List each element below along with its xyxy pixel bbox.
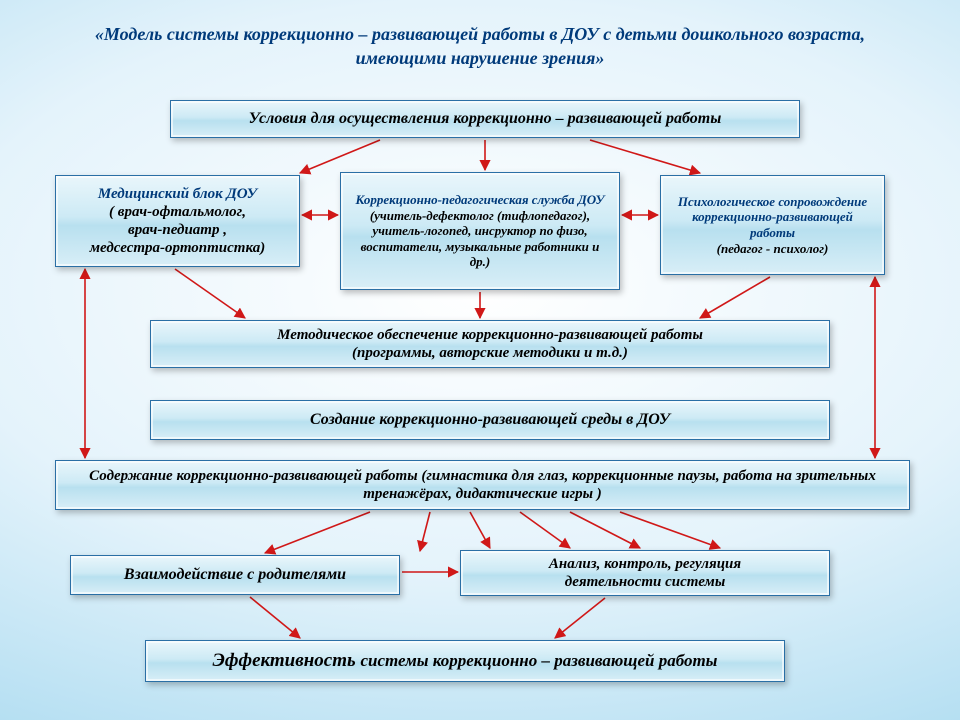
box-ped-text: (учитель-дефектолог (тифлопедагог), учит… (351, 208, 609, 270)
box-eff-text: Эффективность системы коррекционно – раз… (213, 650, 718, 673)
box-parent: Взаимодействие с родителями (70, 555, 400, 595)
box-method-text: Методическое обеспечение коррекционно-ра… (277, 326, 703, 362)
box-psy-text: (педагог - психолог) (717, 241, 829, 257)
box-ped-heading: Коррекционно-педагогическая служба ДОУ (356, 192, 605, 208)
box-anal: Анализ, контроль, регуляциядеятельности … (460, 550, 830, 596)
box-cond: Условия для осуществления коррекционно –… (170, 100, 800, 138)
box-med-text: ( врач-офтальмолог,врач-педиатр ,медсест… (90, 203, 265, 257)
box-parent-text: Взаимодействие с родителями (124, 565, 346, 584)
box-method: Методическое обеспечение коррекционно-ра… (150, 320, 830, 368)
box-psy-heading: Психологическое сопровождение коррекцион… (671, 194, 874, 241)
box-med-heading: Медицинский блок ДОУ (98, 185, 257, 203)
box-med: Медицинский блок ДОУ( врач-офтальмолог,в… (55, 175, 300, 267)
box-psy: Психологическое сопровождение коррекцион… (660, 175, 885, 275)
box-anal-text: Анализ, контроль, регуляциядеятельности … (549, 555, 741, 591)
box-cond-text: Условия для осуществления коррекционно –… (249, 109, 722, 128)
box-env-text: Создание коррекционно-развивающей среды … (310, 410, 670, 429)
box-cont-text: Содержание коррекционно-развивающей рабо… (66, 467, 899, 503)
box-eff: Эффективность системы коррекционно – раз… (145, 640, 785, 682)
box-cont: Содержание коррекционно-развивающей рабо… (55, 460, 910, 510)
box-ped: Коррекционно-педагогическая служба ДОУ(у… (340, 172, 620, 290)
diagram-title: «Модель системы коррекционно – развивающ… (50, 22, 910, 71)
box-env: Создание коррекционно-развивающей среды … (150, 400, 830, 440)
